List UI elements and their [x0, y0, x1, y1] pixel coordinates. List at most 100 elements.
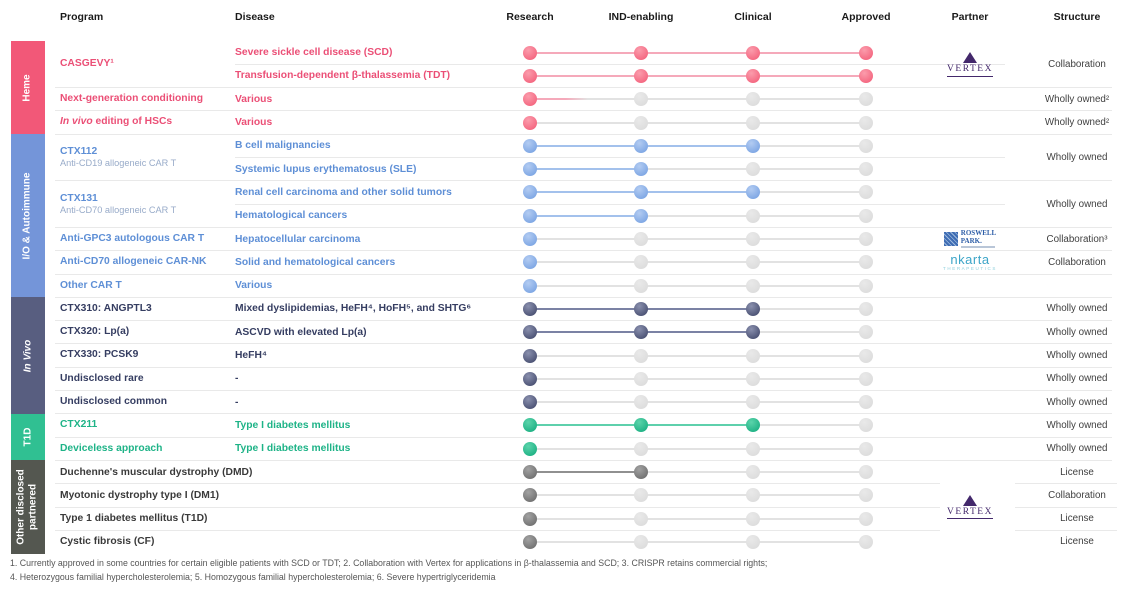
stage-connector	[530, 284, 641, 287]
stage-dot-inactive	[746, 534, 760, 549]
stage-dot-inactive	[634, 278, 648, 293]
stage-dot-active	[634, 45, 648, 60]
stage-connector	[530, 424, 641, 427]
stage-dot-active	[523, 465, 537, 480]
stage-connector	[753, 284, 866, 287]
stage-connector	[641, 424, 753, 427]
column-header-disease: Disease	[235, 11, 275, 23]
stage-dot-inactive	[634, 511, 648, 526]
disease-name: Type I diabetes mellitus	[235, 419, 351, 431]
stage-dot-active	[523, 348, 537, 363]
section-label: Heme	[21, 73, 33, 102]
section-label: Other disclosed partnered	[15, 469, 40, 545]
stage-connector	[753, 191, 866, 194]
structure-cell: Collaboration	[1048, 489, 1106, 501]
vertex-triangle-icon	[963, 494, 977, 506]
stage-dot-inactive	[859, 371, 873, 386]
column-header-research: Research	[506, 11, 554, 23]
stage-connector	[641, 214, 753, 217]
stage-connector	[641, 191, 753, 194]
column-header-partner: Partner	[951, 11, 989, 23]
column-header-ind-enabling: IND-enabling	[608, 11, 674, 23]
stage-connector	[530, 191, 641, 194]
stage-connector	[530, 51, 641, 54]
stage-dot-active	[523, 418, 537, 433]
structure-cell: Collaboration	[1048, 58, 1106, 70]
stage-connector	[530, 471, 641, 474]
program-main-label: CTX211	[60, 419, 98, 431]
section-bar-heme	[11, 41, 45, 135]
column-header-structure: Structure	[1053, 11, 1101, 23]
stage-dot-active	[634, 301, 648, 316]
section-bar-t1d	[11, 413, 45, 461]
stage-connector	[530, 307, 641, 310]
program-sub-label: Anti-CD70 allogeneic CAR T	[60, 204, 177, 215]
program-name: Type 1 diabetes mellitus (T1D)	[60, 513, 208, 525]
stage-connector	[530, 377, 641, 380]
stage-dot-active	[634, 138, 648, 153]
stage-connector	[753, 261, 866, 264]
stage-connector	[753, 354, 866, 357]
stage-dot-active	[523, 232, 537, 247]
program-name: Cystic fibrosis (CF)	[60, 536, 155, 548]
program-name: CASGEVY¹	[60, 41, 232, 88]
stage-connector	[641, 98, 753, 101]
stage-dot-inactive	[859, 488, 873, 503]
stage-connector	[530, 540, 641, 543]
nkarta-logo-text: nkarta	[950, 252, 990, 268]
stage-connector	[641, 51, 753, 54]
stage-connector	[641, 331, 753, 334]
structure-cell: License	[1060, 513, 1094, 525]
stage-connector	[641, 168, 753, 171]
row-separator	[55, 110, 1112, 112]
stage-connector	[641, 144, 753, 147]
stage-dot-inactive	[746, 488, 760, 503]
disease-name: Hematological cancers	[235, 210, 348, 222]
stage-connector	[530, 331, 641, 334]
stage-connector	[753, 447, 866, 450]
column-header-approved: Approved	[841, 11, 891, 23]
stage-connector	[530, 121, 641, 124]
structure-cell: Wholly owned	[1046, 198, 1108, 210]
disease-name: Various	[235, 117, 273, 129]
program-name: CTX112 Anti-CD19 allogeneic CAR T	[60, 134, 232, 181]
roswell-park-mark-icon	[943, 232, 958, 247]
disease-name: Transfusion-dependent β-thalassemia (TDT…	[235, 70, 451, 82]
stage-dot-inactive	[746, 92, 760, 107]
stage-dot-inactive	[859, 115, 873, 130]
row-separator	[55, 296, 1112, 298]
section-bar-other-disclosed-partnered	[11, 460, 45, 554]
program-main-label: CTX310: ANGPTL3	[60, 302, 152, 314]
stage-connector	[641, 471, 753, 474]
program-main-label: Anti-GPC3 autologous CAR T	[60, 232, 205, 244]
program-main-label: Undisclosed rare	[60, 372, 144, 384]
stage-dot-inactive	[746, 441, 760, 456]
stage-dot-active	[523, 115, 537, 130]
stage-dot-inactive	[859, 232, 873, 247]
stage-dot-active	[523, 68, 537, 83]
program-name: Myotonic dystrophy type I (DM1)	[60, 489, 220, 501]
disease-name: B cell malignancies	[235, 140, 331, 152]
stage-connector	[641, 377, 753, 380]
row-separator	[55, 436, 1112, 438]
row-separator	[55, 459, 1112, 461]
stage-connector	[530, 517, 641, 520]
stage-connector	[753, 331, 866, 334]
partner-cell: VERTEX	[910, 41, 1030, 88]
stage-dot-inactive	[746, 115, 760, 130]
stage-connector	[753, 168, 866, 171]
partner-cell: VERTEX	[910, 460, 1030, 553]
partner-cell: ROSWELL PARK.	[910, 227, 1030, 250]
row-separator	[1015, 483, 1117, 485]
program-name: In vivo editing of HSCs	[60, 111, 232, 134]
roswell-park-tagline	[960, 245, 995, 248]
disease-name: Various	[235, 93, 273, 105]
stage-connector	[530, 354, 641, 357]
stage-connector	[753, 471, 866, 474]
row-separator	[55, 343, 1112, 345]
program-name: Anti-CD70 allogeneic CAR-NK	[60, 251, 232, 274]
stage-dot-active	[746, 325, 760, 340]
row-separator	[235, 63, 1005, 65]
program-name: Other CAR T	[60, 274, 232, 297]
stage-dot-active	[523, 301, 537, 316]
